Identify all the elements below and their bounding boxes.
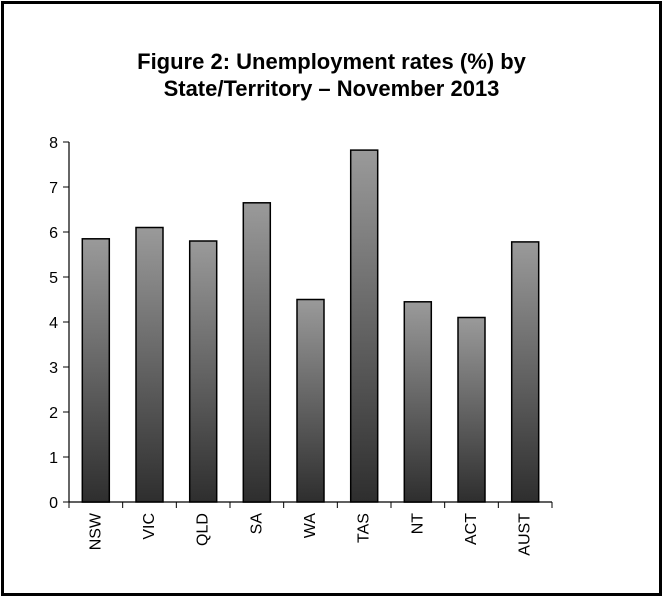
y-tick-label: 0 <box>49 495 58 512</box>
bars <box>81 149 540 503</box>
x-tick-label-nsw: NSW <box>87 512 104 550</box>
bar-vic <box>135 226 164 503</box>
y-tick-label: 1 <box>49 450 58 467</box>
x-tick-label-nt: NT <box>409 513 426 535</box>
y-tick-label: 7 <box>49 180 58 197</box>
y-tick-label: 8 <box>49 135 58 152</box>
chart-title-line-1: Figure 2: Unemployment rates (%) by <box>137 49 526 74</box>
x-tick-label-tas: TAS <box>356 513 373 543</box>
x-tick-label-wa: WA <box>302 513 319 539</box>
x-axis-ticks: NSW VIC QLD SA WA TAS NT ACT AUST <box>68 502 553 556</box>
bar-act <box>457 316 486 503</box>
x-tick-label-vic: VIC <box>141 513 158 540</box>
y-tick-label: 2 <box>49 405 58 422</box>
y-tick-label: 5 <box>49 270 58 287</box>
bar-sa <box>242 202 272 503</box>
axes <box>68 142 552 503</box>
bar-nt <box>403 301 433 503</box>
bar-qld <box>188 240 218 503</box>
bar-aust <box>510 241 540 503</box>
y-axis-ticks: 0 1 2 3 4 5 6 7 8 <box>49 135 69 512</box>
chart-title: Figure 2: Unemployment rates (%) by Stat… <box>0 48 663 102</box>
y-tick-label: 3 <box>49 360 58 377</box>
bar-tas <box>349 149 379 503</box>
x-tick-label-act: ACT <box>463 513 480 545</box>
bar-wa <box>296 298 325 503</box>
x-tick-label-qld: QLD <box>195 513 212 546</box>
x-tick-label-aust: AUST <box>517 513 534 556</box>
x-tick-label-sa: SA <box>248 513 265 535</box>
y-tick-label: 6 <box>49 225 58 242</box>
y-tick-label: 4 <box>49 315 58 332</box>
chart-title-line-2: State/Territory – November 2013 <box>163 76 500 101</box>
bar-nsw <box>81 238 111 503</box>
